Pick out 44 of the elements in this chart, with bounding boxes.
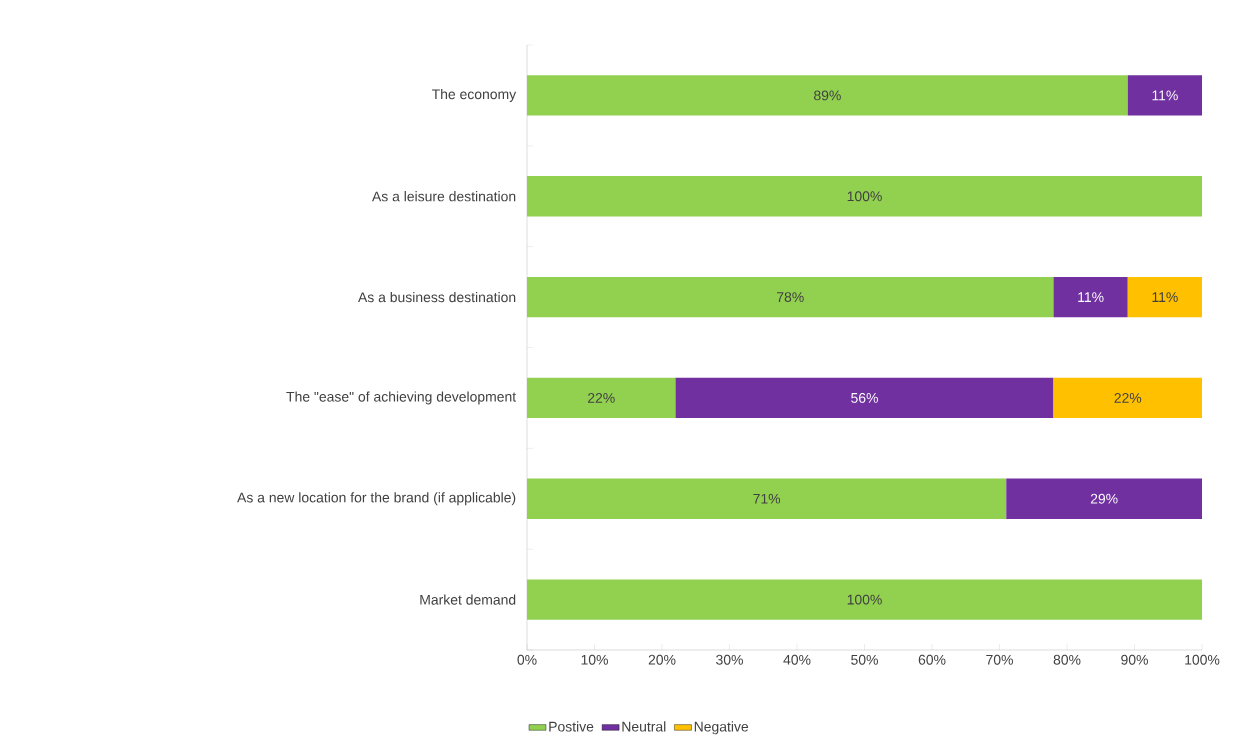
x-tick-label: 90% <box>1121 654 1148 665</box>
legend-label: Neutral <box>622 721 666 732</box>
y-tick-label: The "ease" of achieving development <box>286 391 517 405</box>
y-tick-label: Market demand <box>420 594 516 605</box>
bar <box>1127 276 1203 318</box>
y-tick-label: As a leisure destination <box>371 191 516 202</box>
bar <box>675 377 1054 419</box>
bar <box>527 276 1054 318</box>
bar <box>1053 276 1128 318</box>
bar <box>527 377 676 419</box>
data-label: 11% <box>1078 292 1104 302</box>
bar <box>527 579 1203 620</box>
x-tick-label: 40% <box>783 654 811 665</box>
bar <box>1006 478 1203 519</box>
x-tick-label: 60% <box>918 654 946 665</box>
bar <box>1053 377 1203 419</box>
data-label: 11% <box>1152 90 1178 101</box>
x-tick-label: 30% <box>716 654 743 665</box>
data-label: 22% <box>588 392 615 403</box>
bar <box>1127 75 1203 116</box>
x-tick-label: 10% <box>581 654 608 665</box>
legend-label: Negative <box>694 721 749 735</box>
data-label: 100% <box>847 191 882 202</box>
bar <box>527 176 1203 217</box>
legend-label: Postive <box>549 721 594 732</box>
y-tick-label: As a new location for the brand (if applicable) <box>237 492 516 506</box>
data-label: 22% <box>1114 392 1142 403</box>
data-label: 78% <box>777 292 804 303</box>
y-tick-label: The economy <box>431 88 517 102</box>
data-label: 29% <box>1090 493 1118 504</box>
x-tick-label: 100% <box>1185 654 1220 665</box>
data-label: 89% <box>814 90 841 101</box>
bar <box>527 478 1007 519</box>
x-tick-label: 20% <box>648 654 676 665</box>
data-label: 11% <box>1152 292 1178 302</box>
data-label: 56% <box>851 392 878 403</box>
x-tick-label: 0% <box>517 654 537 665</box>
x-tick-label: 70% <box>986 654 1013 665</box>
data-label: 100% <box>847 594 882 605</box>
y-tick-label: As a business destination <box>358 291 516 303</box>
x-tick-label: 50% <box>851 654 878 665</box>
x-tick-label: 80% <box>1053 654 1081 665</box>
data-label: 71% <box>753 493 781 504</box>
bar <box>527 75 1128 116</box>
